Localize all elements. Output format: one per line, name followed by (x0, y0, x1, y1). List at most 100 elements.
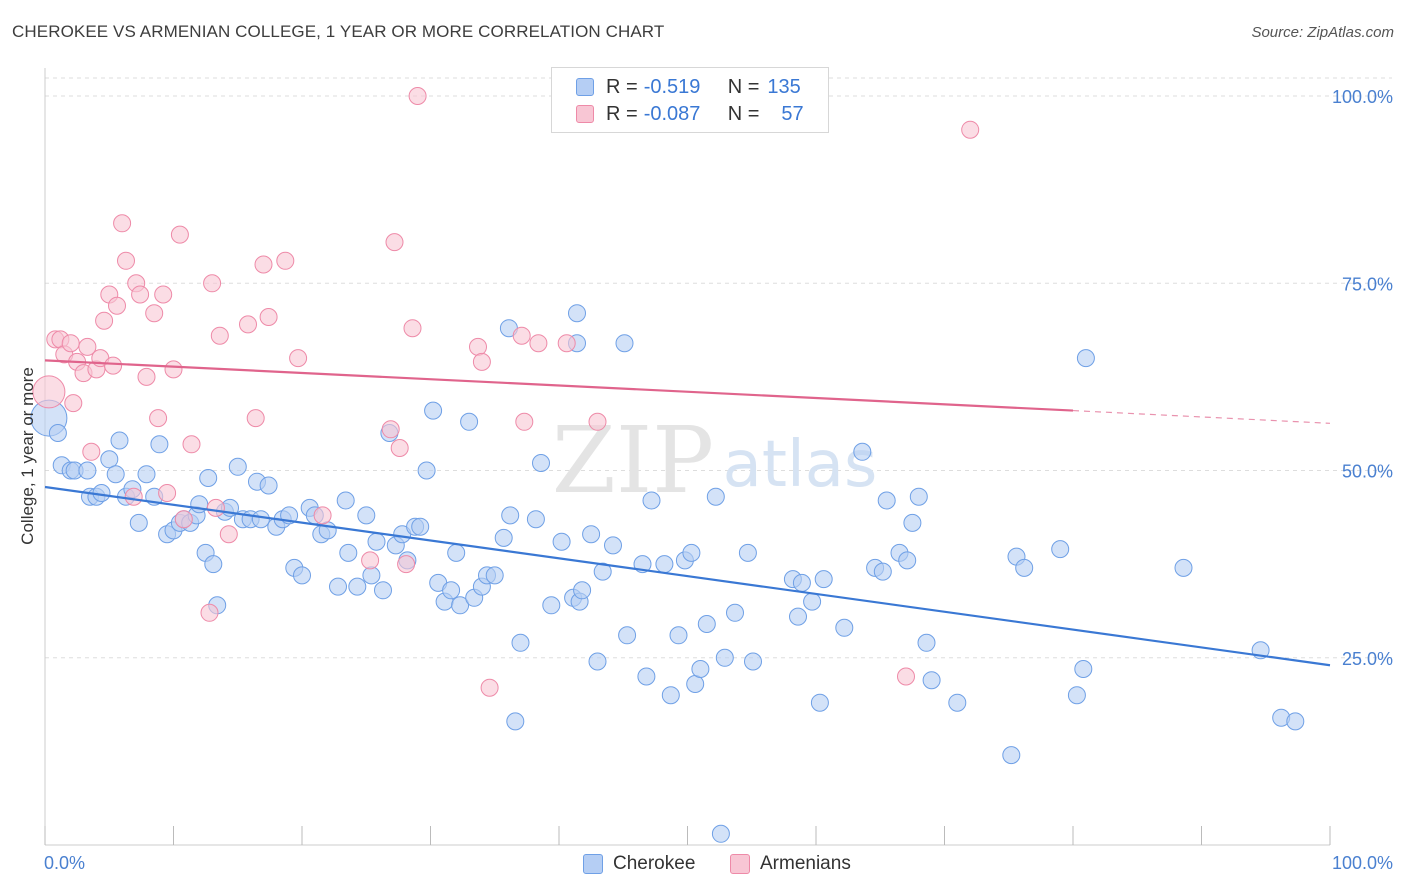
data-point (637, 667, 656, 686)
data-point (154, 285, 173, 304)
data-point (417, 461, 436, 480)
data-point (170, 225, 189, 244)
y-tick-label: 100.0% (1332, 87, 1393, 107)
data-point (515, 412, 534, 431)
data-point (397, 555, 416, 574)
data-point (32, 375, 66, 409)
axes (44, 68, 1331, 846)
data-point (1286, 712, 1305, 731)
series-cherokee (30, 304, 1305, 843)
data-point (200, 603, 219, 622)
data-point (424, 401, 443, 420)
series-points (30, 87, 1305, 843)
data-point (506, 712, 525, 731)
trend-line-extension (1072, 409, 1331, 424)
data-point (276, 251, 295, 270)
data-point (573, 581, 592, 600)
y-tick-label: 50.0% (1342, 462, 1393, 482)
data-point (686, 675, 705, 693)
legend-row-cherokee: R = -0.519 N = 135 (576, 74, 801, 100)
data-point (1074, 660, 1093, 678)
data-point (615, 334, 634, 353)
data-point (803, 592, 822, 611)
data-point (246, 409, 265, 428)
data-point (48, 424, 67, 442)
data-point (451, 596, 470, 615)
data-point (129, 513, 148, 532)
data-point (789, 607, 807, 626)
data-point (259, 476, 278, 495)
data-point (529, 334, 548, 353)
cherokee-legend-swatch (583, 854, 603, 874)
data-point (682, 543, 701, 562)
data-point (131, 285, 150, 304)
data-point (526, 510, 545, 529)
data-point (853, 442, 872, 461)
data-point (582, 525, 601, 544)
data-point (390, 439, 409, 457)
data-point (313, 506, 332, 525)
data-point (669, 626, 688, 645)
data-point (182, 435, 201, 454)
data-point (661, 686, 680, 705)
legend-label-armenians: Armenians (760, 853, 851, 874)
y-tick-label: 25.0% (1342, 649, 1393, 669)
data-point (909, 487, 928, 506)
data-point (137, 367, 156, 386)
legend-r-label: R = (606, 75, 638, 98)
x-tick-label-max: 100.0% (1332, 853, 1393, 873)
data-point (100, 450, 119, 469)
data-point (206, 498, 225, 517)
data-point (873, 562, 892, 581)
trend-line-cherokee (44, 485, 1331, 667)
data-point (604, 536, 622, 555)
trend-line-armenians (44, 359, 1074, 412)
data-point (348, 577, 367, 596)
data-point (948, 693, 967, 712)
data-point (593, 562, 612, 581)
source-label: Source: ZipAtlas.com (1251, 24, 1394, 41)
data-point (78, 461, 97, 480)
data-point (1067, 686, 1086, 705)
data-point (814, 570, 833, 589)
data-point (403, 319, 422, 338)
data-point (78, 337, 97, 356)
data-point (961, 120, 980, 139)
data-point (715, 648, 734, 667)
legend-n-value: 57 (781, 102, 804, 125)
data-point (106, 465, 125, 484)
data-point (361, 551, 380, 570)
data-point (289, 349, 308, 368)
data-point (897, 667, 915, 686)
legend-label-cherokee: Cherokee (613, 853, 696, 874)
data-point (124, 487, 143, 506)
data-point (293, 566, 311, 585)
data-point (442, 581, 461, 600)
data-point (512, 326, 531, 345)
data-point (1002, 746, 1021, 765)
data-point (552, 532, 571, 551)
armenians-swatch (576, 105, 594, 123)
data-point (174, 510, 193, 529)
data-point (411, 517, 430, 536)
data-point (1174, 558, 1193, 577)
x-tick-label-min: 0.0% (44, 853, 85, 873)
data-point (362, 566, 381, 585)
data-point (898, 551, 917, 570)
data-point (108, 296, 126, 315)
data-point (145, 304, 164, 323)
data-point (117, 251, 135, 270)
data-point (726, 603, 744, 622)
data-point (903, 513, 922, 532)
legend-r-value: -0.087 (643, 102, 701, 125)
data-point (542, 596, 561, 615)
data-point (472, 352, 491, 371)
data-point (469, 337, 487, 356)
data-point (588, 652, 607, 671)
data-point (61, 334, 80, 353)
data-point (485, 566, 504, 585)
data-point (374, 581, 392, 600)
data-point (336, 491, 355, 510)
cherokee-swatch (576, 78, 594, 96)
